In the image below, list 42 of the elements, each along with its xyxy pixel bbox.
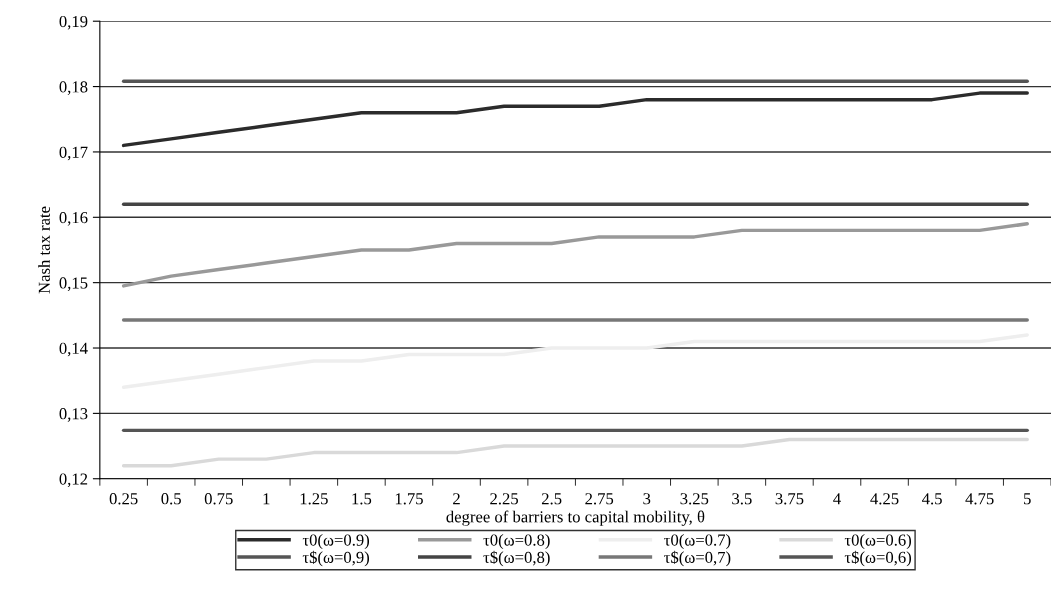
line-series	[121, 222, 1029, 288]
x-tick-label: 3.5	[732, 493, 752, 505]
y-tick-label: 0,12	[59, 473, 88, 488]
y-tick-label: 0,18	[59, 81, 88, 95]
x-tick-label: 4	[833, 493, 841, 505]
y-tick-label: 0,14	[59, 342, 88, 357]
line-series	[121, 333, 1029, 389]
legend-label: τ0(ω=0.7)	[664, 533, 731, 550]
y-tick-label: 0,16	[59, 211, 88, 226]
line-series	[121, 437, 1029, 468]
legend-label: τ$(ω=0,8)	[483, 550, 550, 567]
x-tick-label: 2.25	[490, 493, 519, 505]
legend-label: τ0(ω=0.8)	[483, 533, 550, 550]
x-tick-label: 5	[1024, 493, 1031, 505]
y-axis-title: Nash tax rate	[38, 206, 50, 294]
x-axis-title: degree of barriers to capital mobility, θ	[446, 510, 705, 526]
x-tick-label: 1.75	[395, 493, 423, 505]
x-tick-label: 4.25	[870, 493, 899, 505]
x-tick-label: 4.5	[922, 493, 942, 505]
y-tick-label: 0,15	[59, 277, 88, 291]
legend-label: τ$(ω=0,6)	[844, 550, 912, 567]
x-tick-label: 1.5	[352, 493, 372, 505]
y-tick-label: 0,17	[59, 146, 88, 161]
x-tick-label: 0.25	[109, 493, 138, 505]
x-tick-label: 0.5	[161, 493, 181, 505]
x-tick-label: 1.25	[300, 493, 328, 505]
x-tick-label: 1	[263, 493, 270, 505]
y-tick-label: 0,19	[59, 15, 88, 30]
legend-label: τ$(ω=0,7)	[664, 550, 731, 567]
x-tick-label: 3	[643, 493, 651, 505]
legend-label: τ0(ω=0.6)	[844, 533, 912, 550]
x-tick-label: 3.75	[775, 493, 804, 505]
legend-label: τ0(ω=0.9)	[302, 533, 370, 550]
x-tick-label: 2	[453, 493, 460, 505]
x-tick-label: 4.75	[965, 493, 994, 505]
x-tick-label: 3.25	[680, 493, 709, 505]
line-series	[121, 91, 1029, 148]
legend-label: τ$(ω=0,9)	[302, 550, 370, 567]
x-tick-label: 0.75	[204, 493, 233, 505]
x-tick-label: 2.75	[585, 493, 614, 505]
x-tick-label: 2.5	[541, 493, 562, 505]
y-tick-label: 0,13	[59, 408, 88, 422]
